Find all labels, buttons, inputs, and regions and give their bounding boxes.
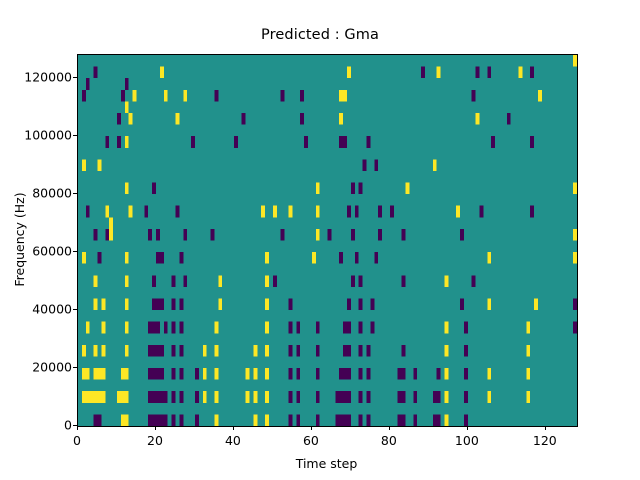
x-tick-label: 80 [380, 433, 397, 448]
y-tick-mark [73, 367, 77, 369]
x-tick-mark [310, 426, 312, 430]
heatmap-axes [77, 54, 578, 427]
y-tick-label: 60000 [32, 243, 72, 259]
x-tick-label: 60 [302, 433, 319, 448]
x-tick-mark [544, 426, 546, 430]
y-tick-label: 40000 [32, 301, 72, 317]
y-axis-label: Frequency (Hz) [12, 192, 27, 287]
x-tick-label: 40 [224, 433, 241, 448]
y-tick-mark [73, 193, 77, 195]
y-tick-label: 80000 [32, 185, 72, 201]
x-tick-mark [77, 426, 78, 430]
y-tick-label: 120000 [24, 69, 72, 85]
x-tick-label: 0 [73, 433, 81, 448]
y-tick-mark [73, 77, 77, 79]
y-tick-mark [73, 251, 77, 253]
y-tick-mark [73, 425, 77, 426]
y-tick-label: 20000 [32, 359, 72, 375]
y-tick-mark [73, 309, 77, 311]
y-tick-label: 100000 [24, 127, 72, 143]
x-tick-label: 20 [147, 433, 163, 448]
x-tick-mark [154, 426, 156, 430]
x-tick-label: 100 [454, 433, 479, 448]
x-tick-mark [388, 426, 390, 430]
y-tick-mark [73, 135, 77, 137]
heatmap-image [78, 55, 577, 426]
page-title: Predicted : Gma [261, 27, 379, 43]
x-tick-mark [232, 426, 234, 430]
y-tick-label: 0 [64, 417, 72, 433]
x-axis-label: Time step [295, 456, 358, 471]
x-tick-label: 120 [532, 433, 557, 448]
x-tick-mark [466, 426, 468, 430]
